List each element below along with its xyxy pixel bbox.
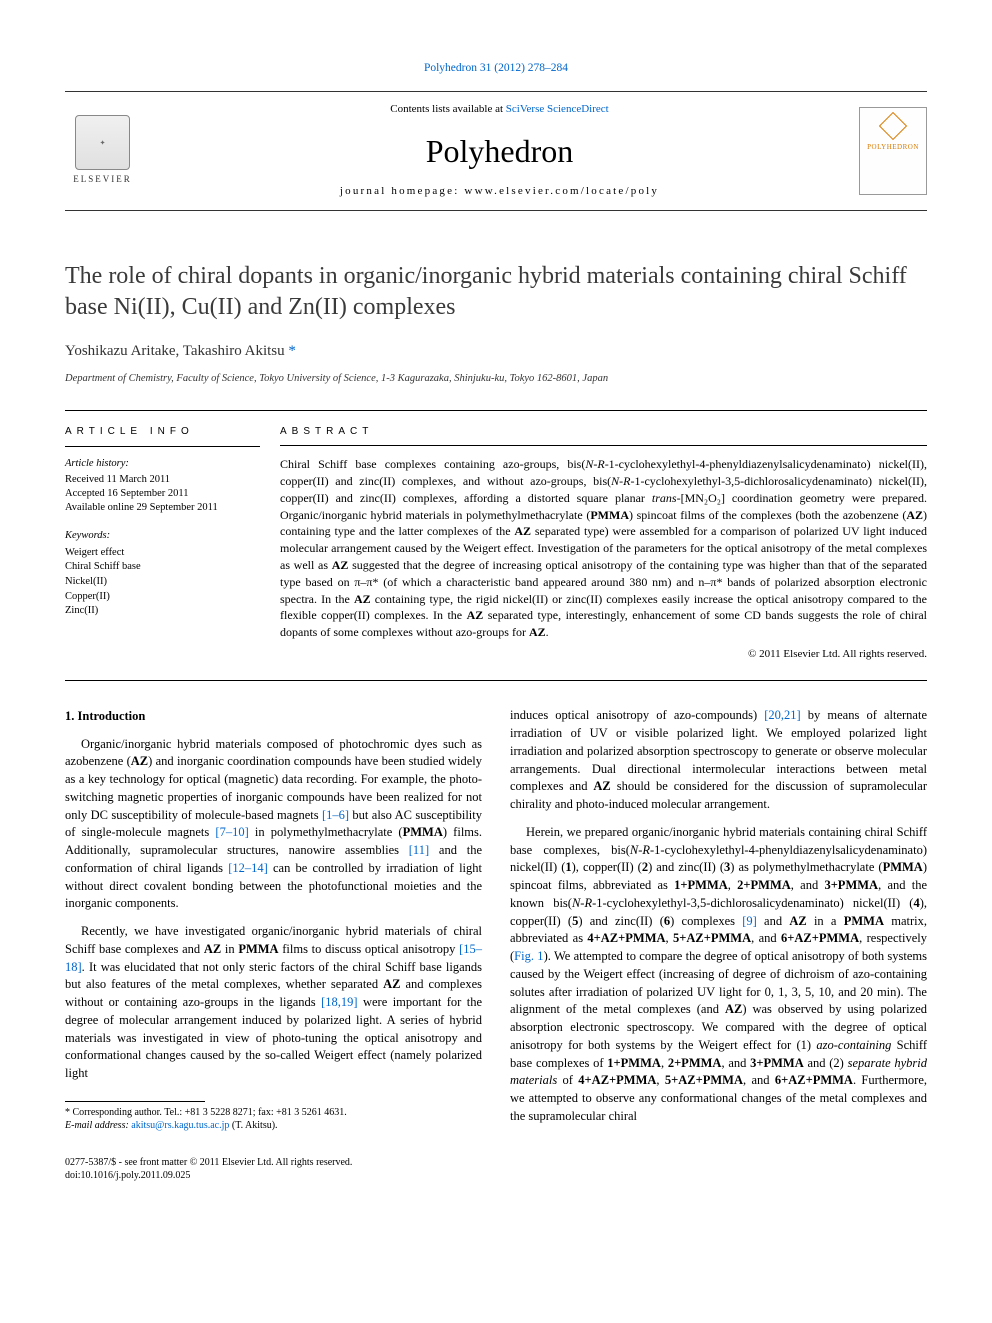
reference-link[interactable]: Fig. 1: [514, 949, 543, 963]
keywords-label: Keywords:: [65, 529, 260, 543]
abstract-heading: abstract: [280, 425, 927, 446]
body-paragraph: Herein, we prepared organic/inorganic hy…: [510, 824, 927, 1126]
body-paragraph: Organic/inorganic hybrid materials compo…: [65, 736, 482, 914]
corresponding-mark[interactable]: *: [288, 343, 296, 359]
reference-link[interactable]: [18,19]: [321, 995, 357, 1009]
citation-link[interactable]: Polyhedron 31 (2012) 278–284: [65, 60, 927, 77]
contents-prefix: Contents lists available at: [390, 103, 505, 115]
contents-line: Contents lists available at SciVerse Sci…: [140, 102, 859, 118]
elsevier-label: ELSEVIER: [73, 173, 132, 186]
affiliation: Department of Chemistry, Faculty of Scie…: [65, 371, 927, 386]
elsevier-tree-icon: ✦: [75, 115, 130, 170]
accepted-date: Accepted 16 September 2011: [65, 487, 260, 501]
journal-cover: POLYHEDRON: [859, 107, 927, 195]
info-abstract-row: article info Article history: Received 1…: [65, 410, 927, 681]
abstract-text: Chiral Schiff base complexes containing …: [280, 456, 927, 641]
elsevier-logo: ✦ ELSEVIER: [65, 111, 140, 191]
keyword-item: Weigert effect: [65, 546, 260, 561]
online-date: Available online 29 September 2011: [65, 501, 260, 515]
email-link[interactable]: akitsu@rs.kagu.tus.ac.jp: [131, 1120, 229, 1131]
authors: Yoshikazu Aritake, Takashiro Akitsu *: [65, 341, 927, 363]
article-history-block: Article history: Received 11 March 2011 …: [65, 457, 260, 516]
history-label: Article history:: [65, 457, 260, 471]
journal-title: Polyhedron: [140, 128, 859, 174]
abstract-copyright: © 2011 Elsevier Ltd. All rights reserved…: [280, 647, 927, 662]
keyword-item: Copper(II): [65, 590, 260, 605]
homepage-line: journal homepage: www.elsevier.com/locat…: [140, 184, 859, 200]
doi-line: doi:10.1016/j.poly.2011.09.025: [65, 1169, 927, 1182]
page-footer: 0277-5387/$ - see front matter © 2011 El…: [65, 1156, 927, 1182]
keywords-block: Keywords: Weigert effectChiral Schiff ba…: [65, 529, 260, 619]
left-paragraphs: Organic/inorganic hybrid materials compo…: [65, 736, 482, 1083]
email-line: E-mail address: akitsu@rs.kagu.tus.ac.jp…: [65, 1119, 482, 1133]
abstract-column: abstract Chiral Schiff base complexes co…: [280, 425, 927, 662]
email-suffix: (T. Akitsu).: [229, 1120, 277, 1131]
body-paragraph: Recently, we have investigated organic/i…: [65, 923, 482, 1083]
article-title: The role of chiral dopants in organic/in…: [65, 261, 927, 323]
footnote-separator: [65, 1101, 205, 1102]
cover-label: POLYHEDRON: [867, 142, 919, 152]
journal-banner: ✦ ELSEVIER Contents lists available at S…: [65, 91, 927, 211]
body-paragraph: induces optical anisotropy of azo-compou…: [510, 707, 927, 814]
corr-line: * Corresponding author. Tel.: +81 3 5228…: [65, 1106, 482, 1120]
author-names: Yoshikazu Aritake, Takashiro Akitsu: [65, 343, 285, 359]
reference-link[interactable]: [20,21]: [764, 708, 800, 722]
keyword-item: Zinc(II): [65, 604, 260, 619]
reference-link[interactable]: [11]: [409, 843, 429, 857]
corresponding-footnote: * Corresponding author. Tel.: +81 3 5228…: [65, 1106, 482, 1133]
reference-link[interactable]: [7–10]: [215, 825, 248, 839]
email-label: E-mail address:: [65, 1120, 129, 1131]
reference-link[interactable]: [1–6]: [322, 808, 349, 822]
article-info-heading: article info: [65, 425, 260, 447]
keyword-item: Nickel(II): [65, 575, 260, 590]
right-paragraphs: induces optical anisotropy of azo-compou…: [510, 707, 927, 1125]
keywords-list: Weigert effectChiral Schiff baseNickel(I…: [65, 546, 260, 619]
cover-icon: [879, 112, 907, 140]
homepage-url[interactable]: www.elsevier.com/locate/poly: [464, 185, 659, 197]
body-columns: 1. Introduction Organic/inorganic hybrid…: [65, 707, 927, 1135]
received-date: Received 11 March 2011: [65, 473, 260, 487]
keyword-item: Chiral Schiff base: [65, 560, 260, 575]
issn-line: 0277-5387/$ - see front matter © 2011 El…: [65, 1156, 927, 1169]
homepage-prefix: journal homepage:: [340, 185, 465, 197]
page-container: Polyhedron 31 (2012) 278–284 ✦ ELSEVIER …: [0, 0, 992, 1222]
reference-link[interactable]: [9]: [742, 914, 757, 928]
right-column: induces optical anisotropy of azo-compou…: [510, 707, 927, 1135]
banner-center: Contents lists available at SciVerse Sci…: [140, 102, 859, 200]
sciverse-link[interactable]: SciVerse ScienceDirect: [506, 103, 609, 115]
left-column: 1. Introduction Organic/inorganic hybrid…: [65, 707, 482, 1135]
article-info-column: article info Article history: Received 1…: [65, 425, 280, 662]
reference-link[interactable]: [12–14]: [228, 861, 268, 875]
section-heading: 1. Introduction: [65, 707, 482, 725]
